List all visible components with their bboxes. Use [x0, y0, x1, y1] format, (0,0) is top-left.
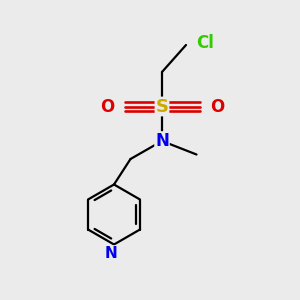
Text: N: N: [155, 132, 169, 150]
Text: S: S: [155, 98, 169, 116]
Text: N: N: [105, 246, 117, 261]
Text: O: O: [100, 98, 114, 116]
Text: O: O: [210, 98, 224, 116]
Text: Cl: Cl: [196, 34, 214, 52]
